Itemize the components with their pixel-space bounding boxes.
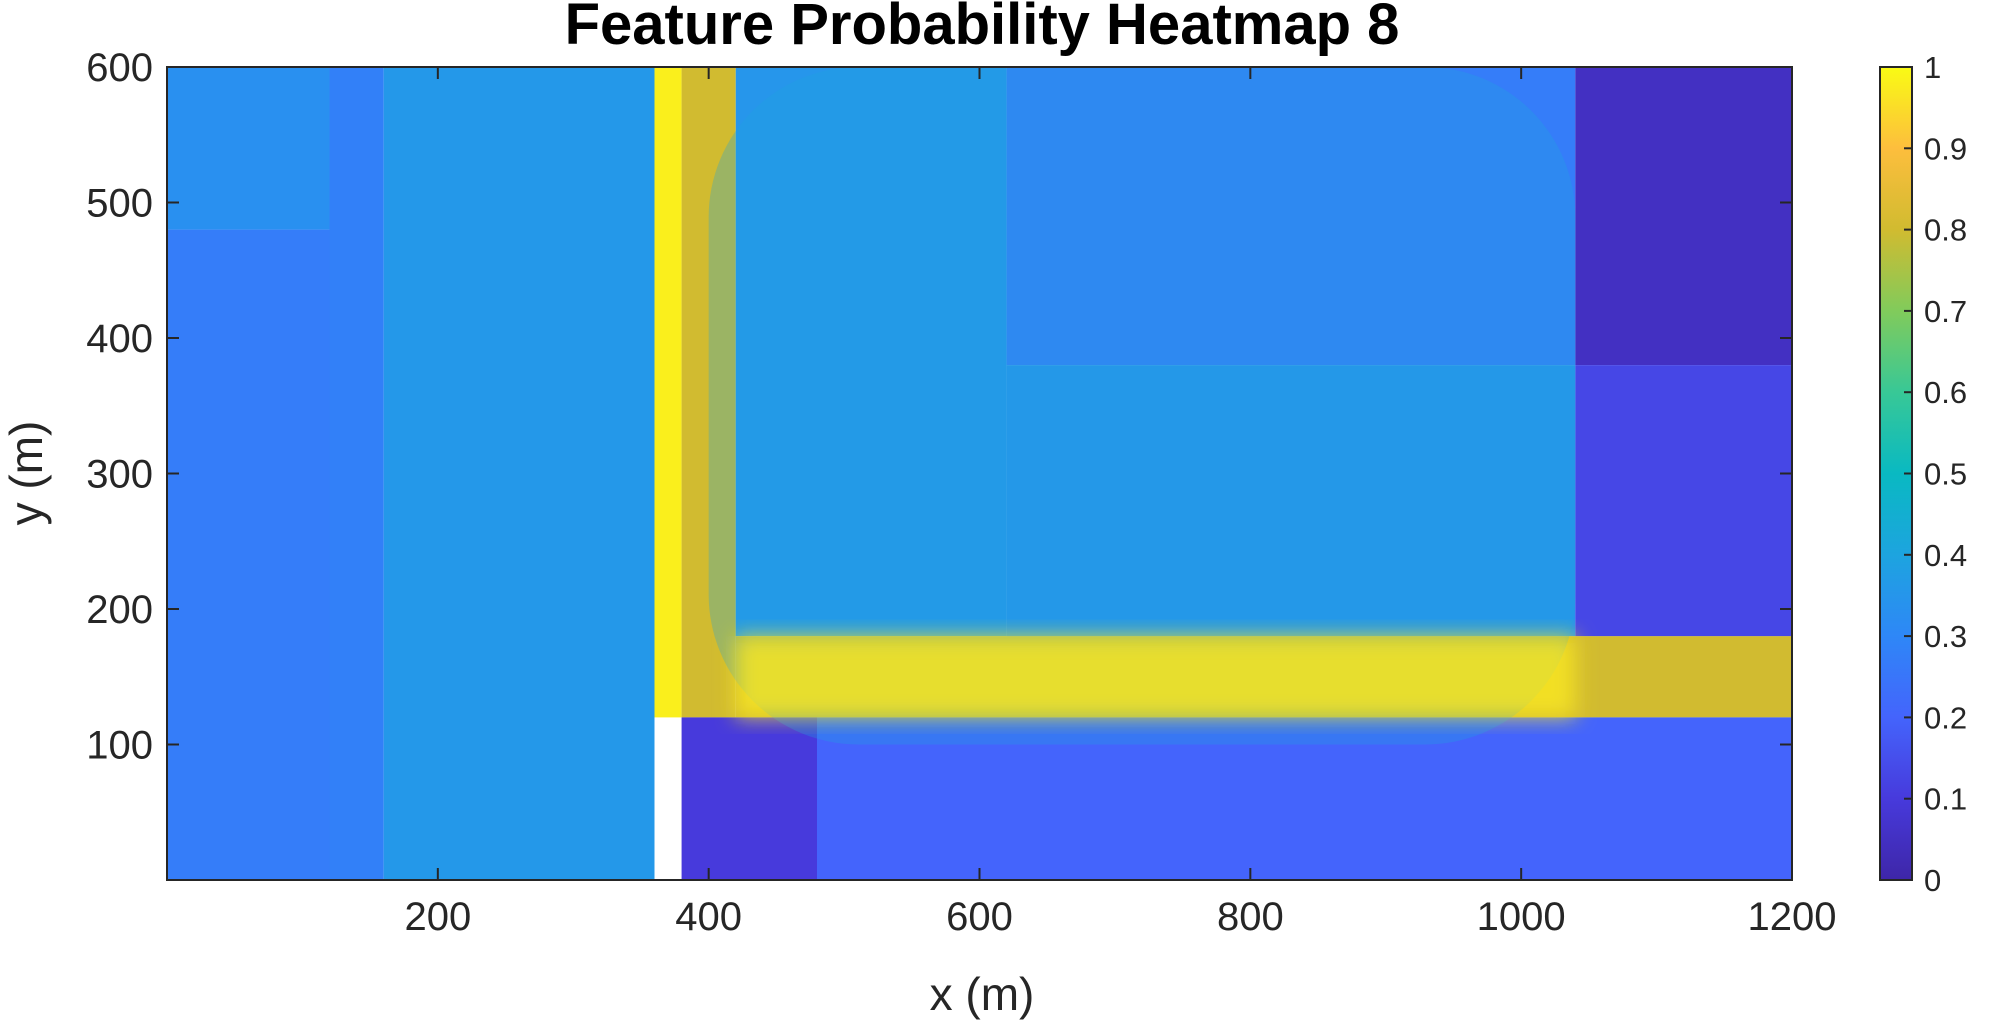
heatmap-cells xyxy=(167,67,1792,880)
heatmap-cell xyxy=(817,717,1792,880)
colorbar-tick-label: 0.8 xyxy=(1924,213,1967,248)
x-tick-label: 400 xyxy=(675,895,742,939)
heatmap-overlay xyxy=(708,67,1576,745)
y-axis-ticks: 100 200 300 400 500 600 xyxy=(86,46,1792,768)
x-axis-ticks: 200 400 600 800 1000 1200 xyxy=(404,67,1836,939)
x-tick-label: 1200 xyxy=(1748,895,1837,939)
y-tick-label: 100 xyxy=(86,724,153,768)
heatmap-cell xyxy=(1006,67,1576,366)
x-tick-label: 800 xyxy=(1217,895,1284,939)
colorbar-tick-label: 0.4 xyxy=(1924,538,1967,573)
heatmap-cell xyxy=(329,67,384,880)
y-tick-label: 300 xyxy=(86,453,153,497)
heatmap-cell xyxy=(1006,365,1576,637)
plot-area xyxy=(166,66,1793,881)
heatmap-cell xyxy=(1575,365,1792,637)
heatmap-cell xyxy=(681,717,817,880)
x-tick-label: 600 xyxy=(946,895,1013,939)
colorbar-tick-label: 0 xyxy=(1924,863,1941,898)
heatmap-cell xyxy=(167,67,330,230)
heatmap-overlay-band xyxy=(735,636,1576,718)
colorbar: 0 0.1 0.2 0.3 0.4 0.5 0.6 0.7 0.8 0.9 1 xyxy=(1879,50,1967,898)
heatmap-cell xyxy=(1575,67,1792,366)
heatmap-cell xyxy=(735,67,1007,637)
colorbar-tick-label: 0.1 xyxy=(1924,782,1967,817)
heatmap-cell xyxy=(167,229,330,880)
colorbar-tick-label: 0.9 xyxy=(1924,131,1967,166)
y-tick-label: 600 xyxy=(86,46,153,90)
y-tick-label: 200 xyxy=(86,588,153,632)
colorbar-tick-label: 0.5 xyxy=(1924,457,1967,492)
colorbar-tick-label: 0.2 xyxy=(1924,700,1967,735)
y-tick-label: 500 xyxy=(86,182,153,226)
y-axis-label: y (m) xyxy=(0,421,52,526)
y-tick-label: 400 xyxy=(86,317,153,361)
heatmap-cell xyxy=(681,67,736,718)
chart-title: Feature Probability Heatmap 8 xyxy=(565,0,1400,57)
colorbar-tick-label: 0.3 xyxy=(1924,619,1967,654)
colorbar-tick-label: 0.7 xyxy=(1924,294,1967,329)
colorbar-tick-label: 1 xyxy=(1924,50,1941,85)
x-tick-label: 200 xyxy=(404,895,471,939)
x-axis-label: x (m) xyxy=(930,968,1035,1020)
heatmap-cell xyxy=(654,67,682,718)
colorbar-tick-label: 0.6 xyxy=(1924,375,1967,410)
x-tick-label: 1000 xyxy=(1477,895,1566,939)
heatmap-cell xyxy=(383,67,655,880)
